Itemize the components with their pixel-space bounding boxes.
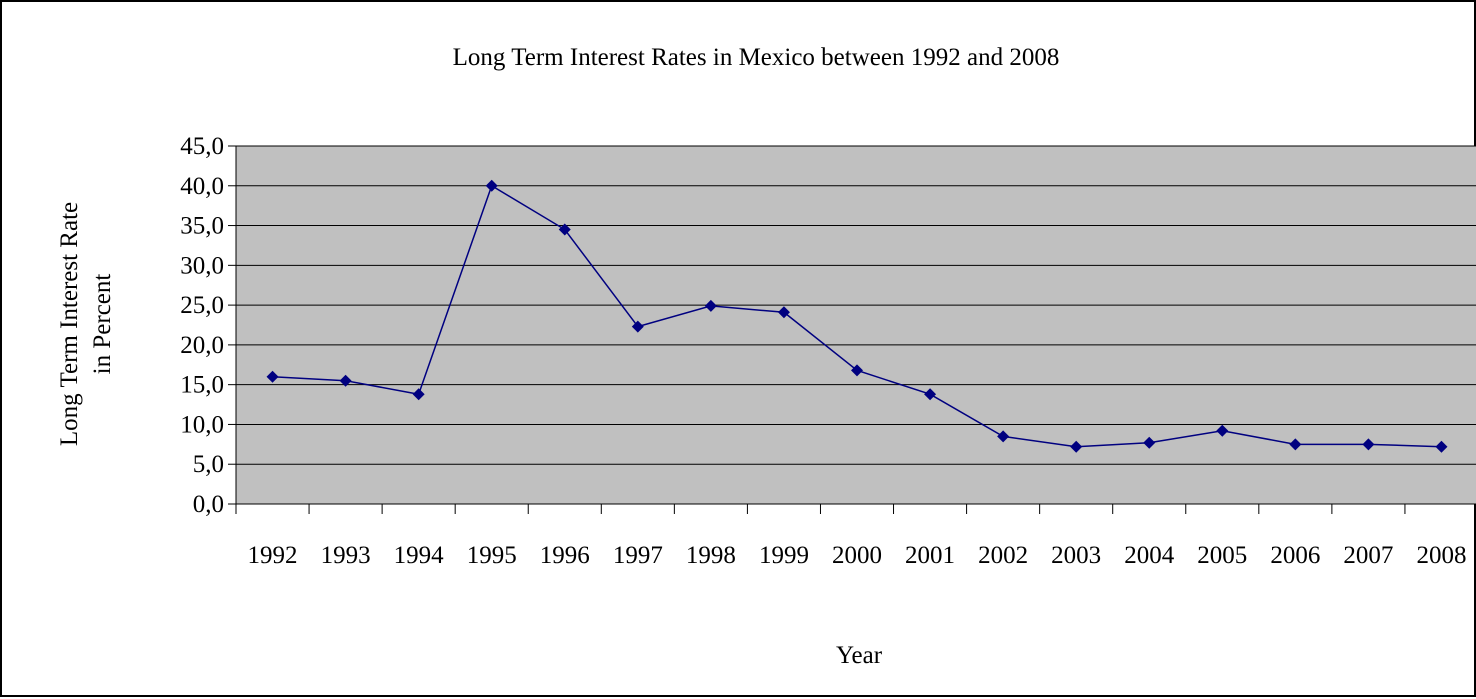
x-tick-label: 2007 (1343, 542, 1393, 569)
data-point-marker (1216, 424, 1229, 437)
data-point-marker (412, 388, 425, 401)
y-tick-label: 5,0 (193, 451, 224, 478)
x-tick-label: 1999 (759, 542, 809, 569)
y-tick-label: 40,0 (180, 173, 224, 200)
data-point-marker (1070, 440, 1083, 453)
y-tick-label: 35,0 (180, 213, 224, 240)
data-point-marker (1362, 438, 1375, 451)
x-tick-label: 2000 (832, 542, 882, 569)
y-tick-label: 20,0 (180, 332, 224, 359)
data-point-marker (1289, 438, 1302, 451)
x-tick-label: 1996 (540, 542, 590, 569)
data-point-marker (777, 306, 790, 319)
data-point-marker (924, 388, 937, 401)
x-tick-label: 1995 (467, 542, 517, 569)
x-tick-label: 1992 (248, 542, 298, 569)
x-tick-label: 1998 (686, 542, 736, 569)
data-point-marker (1435, 440, 1448, 453)
y-axis-title-line-1: Long Term Interest Rate (56, 202, 83, 446)
y-tick-label: 30,0 (180, 252, 224, 279)
data-point-marker (704, 299, 717, 312)
data-point-marker (266, 370, 279, 383)
y-tick-label: 25,0 (180, 292, 224, 319)
x-tick-label: 1993 (321, 542, 371, 569)
x-tick-label: 2001 (905, 542, 955, 569)
x-tick-label: 2005 (1197, 542, 1247, 569)
data-point-marker (485, 179, 498, 192)
chart-title: Long Term Interest Rates in Mexico betwe… (453, 44, 1060, 71)
x-tick-label: 1997 (613, 542, 663, 569)
x-tick-label: 2006 (1270, 542, 1320, 569)
x-tick-labels: 1992 1993 1994 1995 1996 1997 1998 1999 2000 2001… (248, 542, 1467, 569)
x-tick-label: 1994 (394, 542, 445, 569)
data-point-marker (339, 374, 352, 387)
x-tick-label: 2008 (1416, 542, 1466, 569)
y-tick-labels: 0,0 5,0 10,0 15,0 20,0 25,0 30,0 35,0 40,0 45,0 (180, 133, 224, 518)
data-point-marker (851, 364, 863, 377)
series-rate (266, 179, 1448, 453)
data-point-marker (997, 430, 1010, 443)
y-tick-label: 45,0 (180, 133, 224, 160)
axes (235, 146, 1476, 514)
y-tick-label: 10,0 (180, 411, 224, 438)
x-tick-label: 2002 (978, 542, 1028, 569)
y-axis-title-line-2: in Percent (89, 274, 116, 375)
y-tick-label: 0,0 (193, 491, 224, 518)
y-axis-title: Long Term Interest Rate in Percent (56, 202, 116, 446)
data-point-marker (1143, 436, 1156, 449)
x-tick-label: 2004 (1124, 542, 1175, 569)
data-point-marker (631, 320, 644, 333)
plot-area (235, 145, 1476, 505)
x-tick-label: 2003 (1051, 542, 1101, 569)
gridlines (228, 145, 1476, 505)
y-tick-label: 15,0 (180, 372, 224, 399)
data-point-marker (558, 223, 571, 236)
x-axis-title: Year (836, 642, 883, 669)
